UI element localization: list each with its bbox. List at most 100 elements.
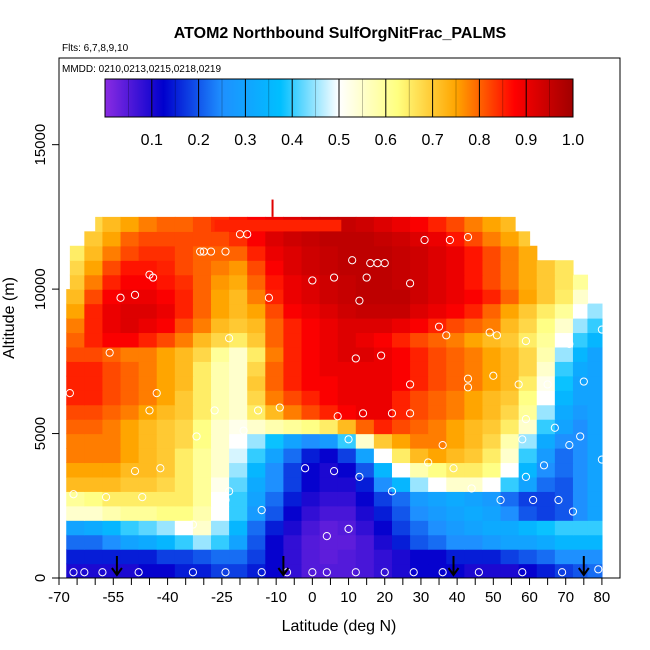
x-tick-label: 40 — [449, 589, 466, 606]
heat-cell — [120, 260, 140, 276]
heat-cell — [337, 289, 357, 305]
heat-cell — [446, 476, 465, 492]
heat-cell — [355, 563, 375, 578]
heat-cell — [283, 346, 303, 362]
heat-cell — [283, 390, 303, 406]
heat-cell — [247, 274, 266, 290]
heat-cell — [337, 216, 357, 232]
heat-cell — [192, 390, 212, 406]
heat-cell — [391, 318, 411, 334]
heat-cell — [247, 462, 266, 478]
sample-point — [521, 337, 531, 346]
heat-cell — [410, 260, 429, 276]
colorbar-labels: 0.1 0.2 0.3 0.4 0.5 0.6 0.7 0.8 0.9 1.0 — [141, 132, 585, 149]
heat-cell — [410, 534, 429, 550]
heat-cell — [283, 361, 303, 377]
heat-cell — [192, 375, 212, 391]
heat-cell — [410, 303, 429, 319]
heat-cell — [391, 549, 411, 565]
heat-cell — [283, 303, 303, 319]
colorbar-dividers — [128, 79, 550, 117]
heat-cell — [391, 419, 411, 435]
heat-cell — [138, 505, 158, 521]
turn-marker-arrowhead — [111, 567, 123, 577]
sample-point — [192, 432, 201, 441]
heat-cell — [428, 390, 447, 406]
heat-cell — [428, 332, 447, 348]
sample-point — [438, 441, 447, 450]
heat-cell — [482, 520, 502, 536]
x-axis: -70 -55 -40 -25 -10 0 10 20 30 40 50 60 70 80 — [48, 578, 610, 606]
heat-cell — [373, 462, 393, 478]
heat-cell — [572, 346, 589, 362]
heat-cell — [102, 462, 122, 478]
heat-cell — [319, 462, 339, 478]
heat-cell — [536, 318, 556, 334]
heat-cell — [301, 303, 321, 319]
heat-cell — [138, 563, 158, 578]
heat-cell — [428, 231, 447, 247]
heat-cell — [192, 419, 212, 435]
heat-cell — [373, 361, 393, 377]
heat-cell — [229, 231, 248, 247]
heat-cell — [283, 260, 303, 276]
heat-cell — [211, 433, 230, 449]
heat-cell — [301, 346, 321, 362]
heat-cell — [319, 476, 339, 492]
heat-cell — [265, 491, 284, 507]
heat-cell — [391, 505, 411, 521]
sample-point — [308, 276, 317, 285]
heat-cell — [373, 505, 393, 521]
heat-cell — [283, 318, 303, 334]
heat-cell — [446, 361, 465, 377]
heat-cell — [587, 346, 603, 362]
heat-cell — [554, 274, 574, 290]
heat-cell — [337, 260, 357, 276]
heat-cell — [572, 476, 589, 492]
heat-cell — [554, 361, 574, 377]
heat-cell — [500, 375, 520, 391]
heat-cell — [355, 318, 375, 334]
heat-cell — [554, 260, 574, 276]
heat-cell — [247, 332, 266, 348]
sample-point — [550, 423, 559, 432]
heat-cell — [536, 260, 556, 276]
heat-cell — [410, 419, 429, 435]
heat-cell — [464, 563, 484, 578]
heat-cell — [120, 245, 140, 261]
heat-cell — [391, 390, 411, 406]
sample-point — [409, 568, 418, 577]
colorbar-tick-label: 0.8 — [468, 132, 490, 149]
heat-cell — [265, 404, 284, 420]
heat-cell — [84, 549, 104, 565]
heat-cell — [247, 549, 266, 565]
heat-cell — [464, 332, 484, 348]
heat-cell — [174, 346, 194, 362]
heat-cell — [174, 549, 194, 565]
heat-cell — [464, 448, 484, 464]
heat-cell — [536, 303, 556, 319]
heat-cell — [587, 361, 603, 377]
heat-cell — [482, 419, 502, 435]
heat-cell — [355, 491, 375, 507]
heat-cell — [120, 462, 140, 478]
heat-cell — [319, 245, 339, 261]
heat-cell — [500, 231, 520, 247]
heat-cell — [518, 433, 538, 449]
heat-cell — [120, 419, 140, 435]
heat-cell — [156, 303, 176, 319]
heat-cell — [120, 346, 140, 362]
sample-point — [145, 406, 154, 415]
heat-cell — [373, 433, 393, 449]
heat-cell — [446, 404, 465, 420]
heat-cell — [174, 448, 194, 464]
heat-cell — [410, 505, 429, 521]
heat-cell — [464, 476, 484, 492]
heat-cell — [102, 534, 122, 550]
heat-cell — [84, 476, 104, 492]
heat-cell — [572, 549, 589, 565]
heat-cell — [391, 448, 411, 464]
heat-cell — [337, 390, 357, 406]
heat-cell — [102, 505, 122, 521]
